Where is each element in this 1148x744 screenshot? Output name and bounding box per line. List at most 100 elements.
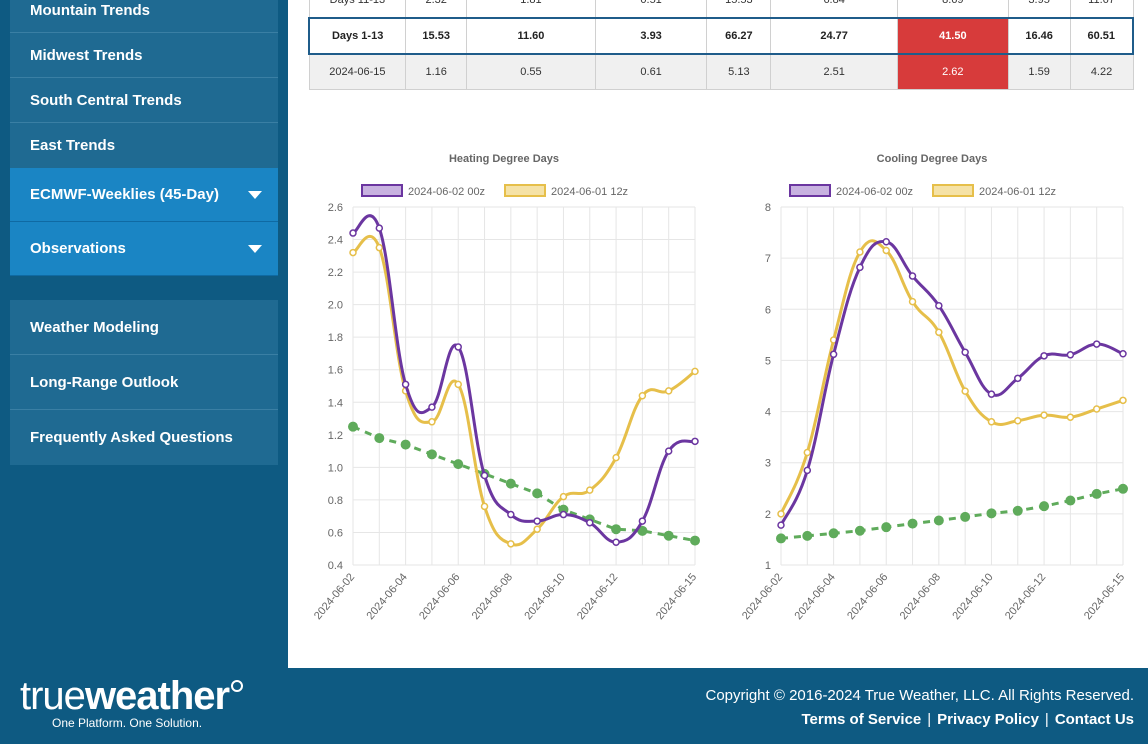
table-cell: 0.51 — [594, 0, 708, 18]
data-point — [638, 392, 647, 400]
data-point — [777, 521, 785, 529]
y-tick-label: 1.2 — [328, 430, 343, 442]
y-tick-label: 0.6 — [328, 527, 343, 539]
data-point — [1012, 505, 1023, 516]
legend-label: 2024-06-02 00z — [408, 186, 485, 198]
sidebar-item-label: Mountain Trends — [30, 1, 150, 19]
footer: trueweather One Platform. One Solution. … — [0, 668, 1148, 744]
data-point — [532, 488, 543, 499]
data-point — [375, 243, 384, 252]
data-point — [986, 508, 997, 519]
table-row: Days 11-132.321.810.5115.536.848.693.951… — [308, 0, 1134, 18]
sidebar-item-mountain-trends[interactable]: Mountain Trends — [10, 0, 278, 33]
data-point — [533, 517, 541, 525]
table-cell: 15.53 — [706, 0, 772, 18]
data-point — [881, 522, 892, 533]
data-point — [375, 224, 384, 232]
sidebar-info-group: Weather Modeling Long-Range Outlook Freq… — [10, 300, 278, 465]
data-point — [935, 301, 943, 310]
legend-swatch — [504, 184, 546, 197]
sidebar-dropdown-observations[interactable]: Observations — [10, 222, 278, 276]
logo-weather-text: weather — [84, 674, 230, 718]
data-point — [612, 538, 620, 546]
x-tick-label: 2024-06-15 — [1082, 571, 1127, 622]
row-label-cell: Days 1-13 — [308, 16, 407, 55]
link-separator: | — [1044, 711, 1049, 728]
y-tick-label: 8 — [765, 202, 771, 214]
legend-swatch — [932, 184, 974, 197]
sidebar-item-east-trends[interactable]: East Trends — [10, 123, 278, 168]
x-tick-label: 2024-06-12 — [575, 571, 620, 622]
data-point — [426, 449, 437, 460]
logo-true-text: true — [20, 674, 86, 718]
data-point — [1092, 405, 1101, 413]
sidebar-item-weather-modeling[interactable]: Weather Modeling — [10, 300, 278, 355]
x-tick-label: 2024-06-10 — [950, 571, 995, 622]
legend-label: 2024-06-02 00z — [836, 186, 913, 198]
sidebar-dropdown-ecmwf-weeklies[interactable]: ECMWF-Weeklies (45-Day) — [10, 168, 278, 222]
y-tick-label: 1.6 — [328, 365, 343, 377]
sidebar-item-long-range-outlook[interactable]: Long-Range Outlook — [10, 355, 278, 410]
data-point — [987, 390, 996, 398]
data-point — [612, 453, 620, 462]
link-separator: | — [927, 711, 932, 728]
x-tick-label: 2024-06-04 — [793, 571, 838, 622]
data-point — [480, 502, 489, 511]
table-cell: 1.16 — [405, 53, 468, 90]
data-point — [1040, 411, 1048, 419]
data-point — [1039, 501, 1050, 512]
data-point — [507, 540, 515, 548]
series-line — [779, 239, 1124, 526]
table-cell: 15.53 — [405, 16, 468, 55]
x-tick-label: 2024-06-08 — [898, 571, 943, 622]
x-tick-label: 2024-06-02 — [312, 571, 357, 622]
logo-tagline: One Platform. One Solution. — [52, 716, 203, 730]
sidebar-item-south-central-trends[interactable]: South Central Trends — [10, 78, 278, 123]
y-tick-label: 3 — [765, 458, 771, 470]
sidebar: Mountain Trends Midwest Trends South Cen… — [0, 0, 288, 668]
y-tick-label: 0.8 — [328, 495, 343, 507]
data-point — [454, 343, 462, 351]
data-point — [1040, 352, 1048, 360]
data-point — [882, 246, 890, 255]
privacy-policy-link[interactable]: Privacy Policy — [937, 711, 1039, 728]
sidebar-trends-group: Mountain Trends Midwest Trends South Cen… — [10, 0, 278, 276]
y-tick-label: 2 — [765, 509, 771, 521]
data-point — [803, 448, 812, 457]
data-point — [777, 510, 785, 518]
terms-of-service-link[interactable]: Terms of Service — [801, 711, 922, 728]
table-cell: 0.55 — [466, 53, 596, 90]
legend-swatch — [789, 184, 831, 197]
caret-down-icon — [248, 190, 262, 199]
trueweather-logo[interactable]: trueweather One Platform. One Solution. — [20, 674, 244, 730]
data-point — [776, 533, 786, 544]
contact-us-link[interactable]: Contact Us — [1054, 711, 1134, 728]
y-tick-label: 0.4 — [328, 560, 343, 572]
table-cell: 41.50 — [896, 16, 1009, 55]
chart-title: Heating Degree Days — [449, 153, 559, 165]
sidebar-item-midwest-trends[interactable]: Midwest Trends — [10, 33, 278, 78]
data-point — [559, 492, 568, 501]
data-point — [935, 328, 943, 337]
data-point — [374, 433, 385, 444]
data-point — [400, 439, 411, 450]
data-point — [828, 528, 839, 539]
data-point — [1014, 374, 1022, 383]
table-cell: 1.81 — [466, 0, 596, 18]
data-point — [349, 248, 357, 257]
x-tick-label: 2024-06-06 — [417, 571, 462, 622]
sidebar-item-faq[interactable]: Frequently Asked Questions — [10, 410, 278, 465]
y-tick-label: 1.8 — [328, 332, 343, 344]
sidebar-item-label: South Central Trends — [30, 91, 182, 109]
sidebar-item-label: Weather Modeling — [30, 318, 159, 336]
table-cell: 3.93 — [594, 16, 708, 55]
data-point — [453, 459, 464, 470]
table-cell: 5.13 — [706, 53, 772, 90]
table-cell: 16.46 — [1007, 16, 1071, 55]
data-point — [664, 387, 673, 395]
data-point — [829, 350, 838, 359]
hdd-chart: Heating Degree Days 2024-06-02 00z 2024-06… — [300, 140, 710, 640]
data-point — [961, 348, 969, 356]
data-point — [802, 530, 813, 541]
table-cell: 60.51 — [1069, 16, 1134, 55]
